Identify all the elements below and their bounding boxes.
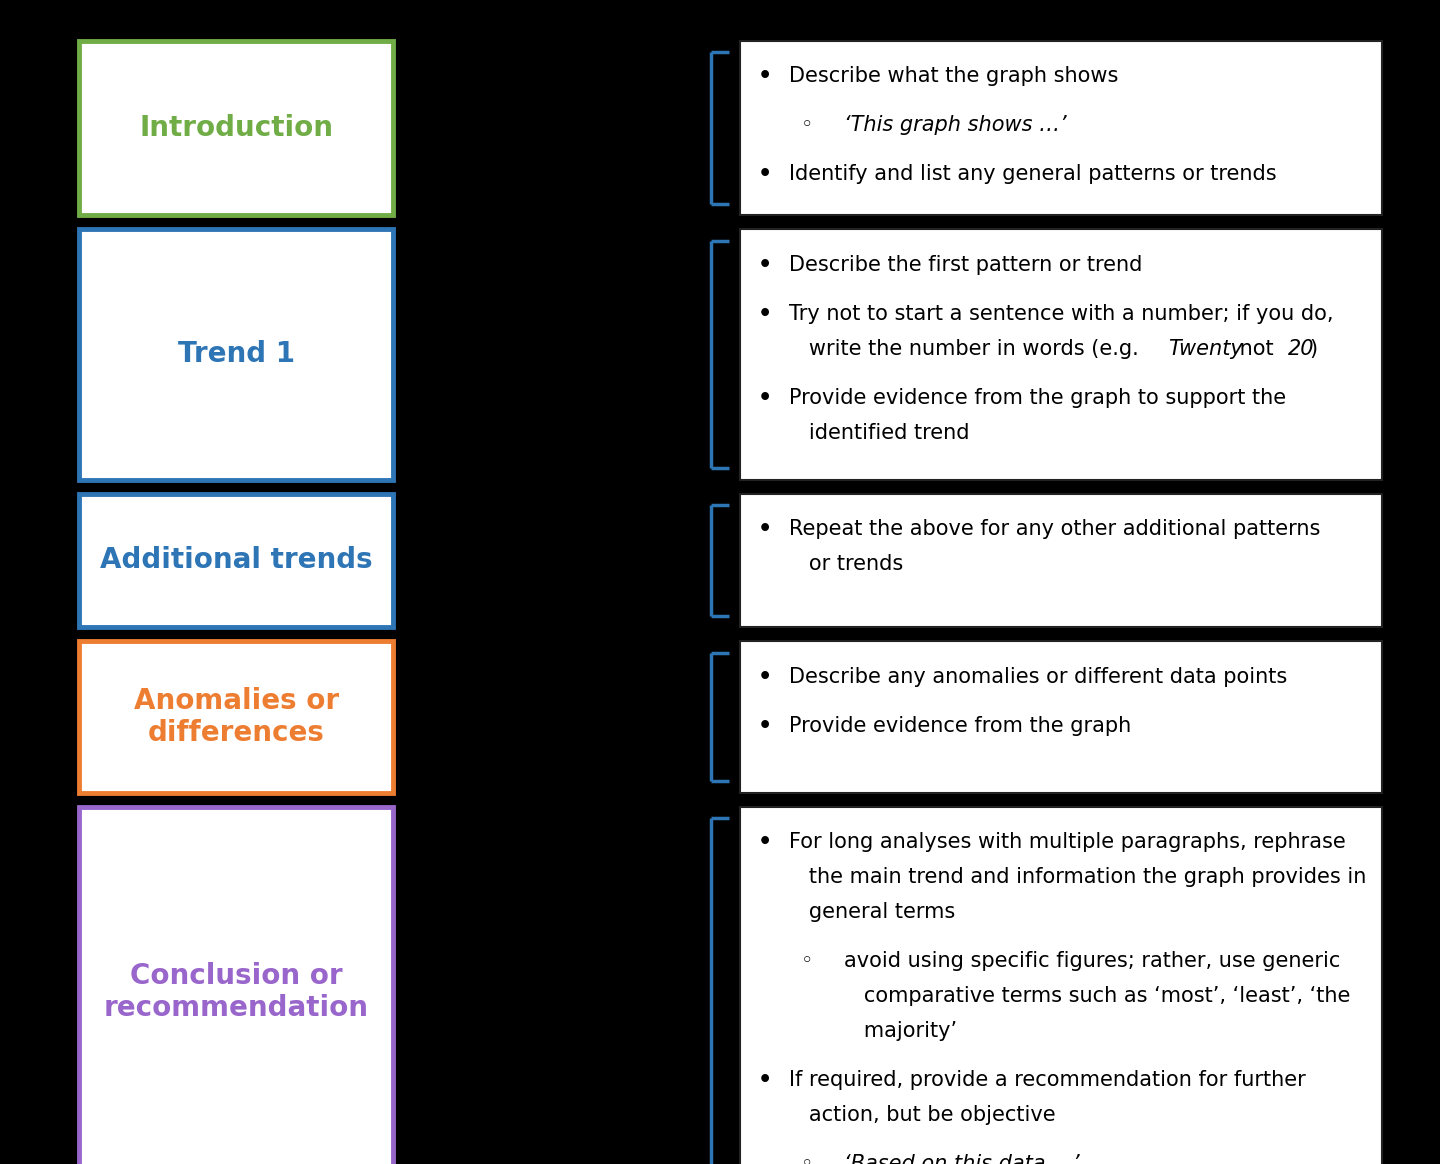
FancyBboxPatch shape: [79, 229, 393, 480]
Text: comparative terms such as ‘most’, ‘least’, ‘the: comparative terms such as ‘most’, ‘least…: [844, 986, 1351, 1006]
Text: Introduction: Introduction: [140, 114, 333, 142]
FancyBboxPatch shape: [79, 41, 393, 215]
Text: ◦: ◦: [801, 951, 814, 971]
Text: •: •: [757, 164, 772, 184]
Text: •: •: [757, 519, 772, 539]
FancyBboxPatch shape: [79, 494, 393, 627]
Text: general terms: general terms: [789, 902, 955, 922]
Text: ‘This graph shows …’: ‘This graph shows …’: [844, 115, 1067, 135]
Text: majority’: majority’: [844, 1021, 958, 1041]
Text: Anomalies or
differences: Anomalies or differences: [134, 687, 338, 747]
Text: Describe the first pattern or trend: Describe the first pattern or trend: [789, 255, 1142, 275]
Text: action, but be objective: action, but be objective: [789, 1105, 1056, 1124]
Text: Trend 1: Trend 1: [177, 340, 295, 369]
Text: •: •: [757, 304, 772, 324]
Text: If required, provide a recommendation for further: If required, provide a recommendation fo…: [789, 1070, 1306, 1090]
Text: For long analyses with multiple paragraphs, rephrase: For long analyses with multiple paragrap…: [789, 832, 1346, 852]
Text: Provide evidence from the graph to support the: Provide evidence from the graph to suppo…: [789, 388, 1286, 407]
Text: identified trend: identified trend: [789, 423, 969, 442]
FancyBboxPatch shape: [740, 229, 1382, 480]
FancyBboxPatch shape: [79, 807, 393, 1164]
Text: write the number in words (e.g.: write the number in words (e.g.: [789, 339, 1145, 359]
Text: ): ): [1309, 339, 1318, 359]
Text: •: •: [757, 388, 772, 407]
Text: ‘Based on this data …’: ‘Based on this data …’: [844, 1154, 1080, 1164]
Text: Twenty: Twenty: [1168, 339, 1243, 359]
Text: Try not to start a sentence with a number; if you do,: Try not to start a sentence with a numbe…: [789, 304, 1333, 324]
Text: Repeat the above for any other additional patterns: Repeat the above for any other additiona…: [789, 519, 1320, 539]
Text: Identify and list any general patterns or trends: Identify and list any general patterns o…: [789, 164, 1277, 184]
Text: 20: 20: [1287, 339, 1313, 359]
Text: avoid using specific figures; rather, use generic: avoid using specific figures; rather, us…: [844, 951, 1341, 971]
Text: •: •: [757, 667, 772, 687]
Text: not: not: [1233, 339, 1280, 359]
FancyBboxPatch shape: [740, 494, 1382, 627]
Text: Provide evidence from the graph: Provide evidence from the graph: [789, 716, 1132, 736]
Text: Conclusion or
recommendation: Conclusion or recommendation: [104, 961, 369, 1022]
Text: Describe any anomalies or different data points: Describe any anomalies or different data…: [789, 667, 1287, 687]
Text: •: •: [757, 832, 772, 852]
Text: the main trend and information the graph provides in: the main trend and information the graph…: [789, 867, 1367, 887]
FancyBboxPatch shape: [79, 641, 393, 793]
Text: Describe what the graph shows: Describe what the graph shows: [789, 66, 1119, 86]
FancyBboxPatch shape: [740, 41, 1382, 215]
FancyBboxPatch shape: [740, 807, 1382, 1164]
Text: •: •: [757, 1070, 772, 1090]
Text: •: •: [757, 716, 772, 736]
Text: ◦: ◦: [801, 1154, 814, 1164]
Text: •: •: [757, 255, 772, 275]
Text: ◦: ◦: [801, 115, 814, 135]
FancyBboxPatch shape: [740, 641, 1382, 793]
Text: or trends: or trends: [789, 554, 903, 574]
Text: Additional trends: Additional trends: [99, 546, 373, 575]
Text: •: •: [757, 66, 772, 86]
